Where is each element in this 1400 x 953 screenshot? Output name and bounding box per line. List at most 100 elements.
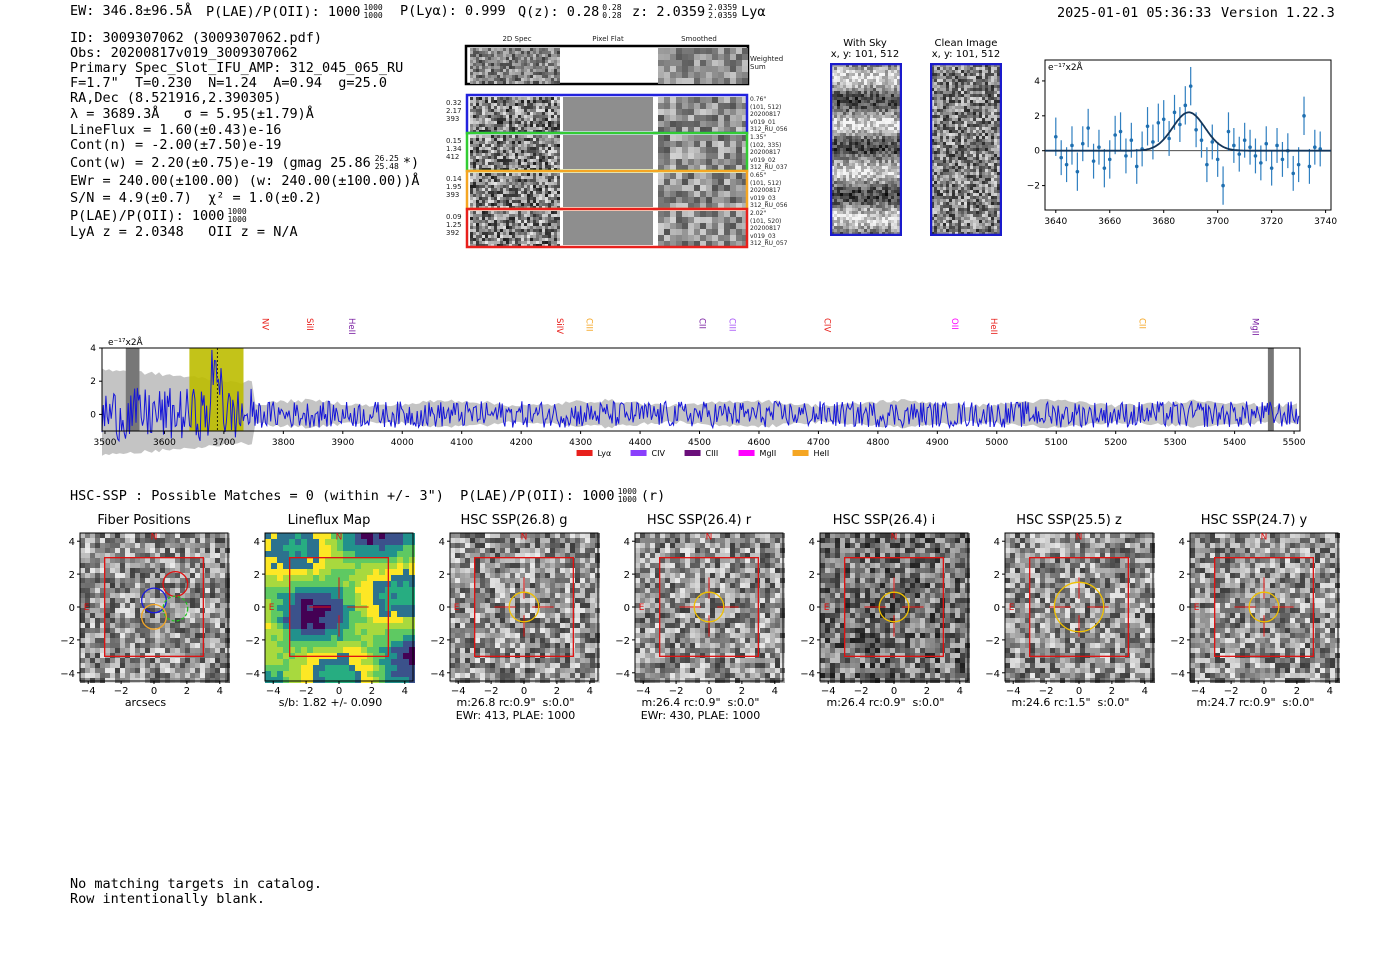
info-id: ID: 3009307062 (3009307062.pdf): [70, 30, 322, 46]
hsc-xtick-label-5-0: −4: [1006, 686, 1021, 695]
spectrum-xtick-label-7: 4200: [510, 438, 533, 448]
hsc-image-pixels-6: [1190, 533, 1340, 683]
zoom-ytick-label-0: 4: [1034, 77, 1040, 87]
legend-label-4: HeII: [814, 449, 830, 458]
line-marker-6: CIII: [726, 318, 736, 331]
hsc-panel-caption-2: m:26.8 rc:0.9" s:0.0" EWr: 413, PLAE: 100…: [428, 696, 603, 722]
row-3-smoothed: [658, 211, 748, 247]
row-2-right-label-2: 20200817: [750, 187, 781, 194]
north-label-1: N: [336, 533, 343, 543]
header-qz-lo: 0.28: [602, 11, 622, 20]
hsc-xtick-label-4-3: 2: [924, 686, 930, 695]
hsc-xtick-label-3-0: −4: [636, 686, 651, 695]
hsc-xtick-label-5-4: 4: [1142, 686, 1148, 695]
zoom-point-15: [1134, 164, 1139, 169]
zoom-ylabel: e⁻¹⁷x2Å: [1048, 61, 1084, 73]
zoom-point-1: [1059, 155, 1063, 160]
north-label-4: N: [891, 533, 898, 543]
header-z-line: Lyα: [741, 4, 766, 20]
zoom-point-26: [1194, 127, 1198, 132]
zoom-point-18: [1151, 140, 1155, 144]
zoom-point-34: [1237, 152, 1242, 156]
zoom-axes-frame: [1044, 59, 1332, 211]
hsc-xtick-label-6-2: 0: [1261, 686, 1267, 695]
row-3-pixelflat: [563, 211, 653, 245]
legend-swatch-2: [684, 450, 701, 456]
row-0-left-labels: 0.32 2.17 393: [446, 99, 462, 123]
hsc-summary-end: (r): [640, 488, 666, 504]
legend-label-0: Lyα: [598, 449, 612, 458]
hsc-xtick-label-1-1: −2: [299, 686, 314, 695]
zoom-point-9: [1102, 166, 1107, 170]
hsc-xtick-label-2-1: −2: [484, 686, 499, 695]
with-sky-image: [830, 63, 902, 236]
hsc-search-box-2: [474, 557, 574, 657]
spectrum-xtick-label-19: 5400: [1223, 438, 1246, 448]
col-title-2dspec: 2D Spec: [502, 35, 532, 43]
hsc-caption-line2-2: EWr: 413, PLAE: 1000: [455, 709, 576, 722]
hsc-ytick-label-3-0: 4: [624, 537, 630, 548]
east-label-5: E: [1009, 603, 1015, 613]
zoom-point-22: [1172, 110, 1177, 115]
hsc-caption-line1-0: arcsecs: [124, 696, 167, 709]
hsc-xtick-label-5-3: 2: [1109, 686, 1115, 695]
info-gmag-lo: 25.48: [374, 162, 399, 171]
header-z: z: 2.0359 2.0359 2.0359 Lyα: [632, 4, 765, 20]
hsc-xtick-label-5-2: 0: [1076, 686, 1082, 695]
info-contw-end: *): [402, 155, 420, 171]
hsc-ytick-label-6-3: −2: [1170, 636, 1185, 647]
info-contw-value: Cont(w) = 2.20(±0.75)e-19 (gmag 25.86: [70, 155, 371, 171]
spectrum-xtick-label-2: 3700: [212, 438, 235, 448]
spectrum-xtick-label-4: 3900: [331, 438, 354, 448]
spectrum-xtick-label-14: 4900: [926, 438, 949, 448]
hsc-xtick-label-6-1: −2: [1224, 686, 1239, 695]
row-0-left-label-1: 2.17: [446, 107, 462, 115]
zoom-ytick-label-2: 0: [1034, 147, 1040, 157]
header-z-hi: 2.0359: [708, 3, 738, 12]
row-3-right-label-0: 2.02": [750, 210, 767, 217]
hsc-panel-title-6: HSC SSP(24.7) y: [1200, 513, 1308, 528]
zoom-point-46: [1302, 114, 1306, 118]
zoom-point-48: [1313, 145, 1317, 150]
line-marker-5: CII: [697, 318, 707, 329]
zoom-point-39: [1264, 141, 1269, 146]
with-sky-title: With Sky x, y: 101, 512: [820, 38, 910, 60]
zoom-point-4: [1075, 169, 1080, 174]
hsc-ytick-label-2-3: −2: [430, 636, 445, 647]
line-marker-2: HeII: [346, 318, 356, 335]
legend-label-3: MgII: [760, 449, 777, 458]
spectrum-ylabel: e⁻¹⁷x2Å: [108, 336, 144, 348]
hsc-xtick-label-5-1: −2: [1039, 686, 1054, 695]
east-label-2: E: [454, 603, 460, 613]
hsc-caption-line1-3: m:26.4 rc:0.9" s:0.0": [641, 696, 760, 709]
info-lambda: λ = 3689.3Å σ = 5.95(±1.79)Å: [70, 106, 314, 122]
north-label-3: N: [706, 533, 713, 543]
header-datetime: 2025-01-01 05:36:33: [1057, 5, 1212, 21]
header-z-lo: 2.0359: [708, 11, 738, 20]
info-plae: P(LAE)/P(OII): 1000 1000 1000: [70, 208, 247, 224]
spectrum-xtick-label-17: 5200: [1104, 438, 1127, 448]
zoom-xtick-label-1: 3660: [1098, 217, 1121, 227]
hsc-panel-3: N E −4 4 −2 2 0 0 2 −2 4 −4: [615, 532, 785, 695]
hsc-aperture-4: [878, 591, 910, 623]
spectrum-mask-right: [1267, 348, 1274, 431]
hsc-ytick-label-1-3: −2: [245, 636, 260, 647]
header-plae-hi: 1000: [363, 3, 383, 12]
hsc-ytick-label-6-1: 2: [1179, 570, 1185, 581]
hsc-ytick-label-4-4: −4: [800, 669, 815, 680]
info-ewr: EWr = 240.00(±100.00) (w: 240.00(±100.00…: [70, 173, 420, 189]
hsc-xtick-label-3-2: 0: [706, 686, 712, 695]
zoom-point-8: [1097, 145, 1101, 150]
row-1-right-label-2: 20200817: [750, 149, 781, 156]
hsc-xtick-label-2-0: −4: [451, 686, 466, 695]
spectrum-xtick-label-3: 3800: [272, 438, 295, 448]
info-obs: Obs: 20200817v019_3009307062: [70, 45, 298, 61]
row-1-left-label-1: 1.34: [446, 145, 462, 153]
spectrum-ytick-label-2: 0: [90, 410, 96, 420]
row-1-2dspec: [470, 135, 560, 171]
hsc-caption-line1-5: m:24.6 rc:1.5" s:0.0": [1011, 696, 1130, 709]
line-marker-9: HeII: [988, 318, 998, 335]
hsc-xtick-label-0-0: −4: [81, 686, 96, 695]
hsc-panel-title-0: Fiber Positions: [97, 513, 191, 528]
row-2-left-label-0: 0.14: [446, 175, 462, 183]
